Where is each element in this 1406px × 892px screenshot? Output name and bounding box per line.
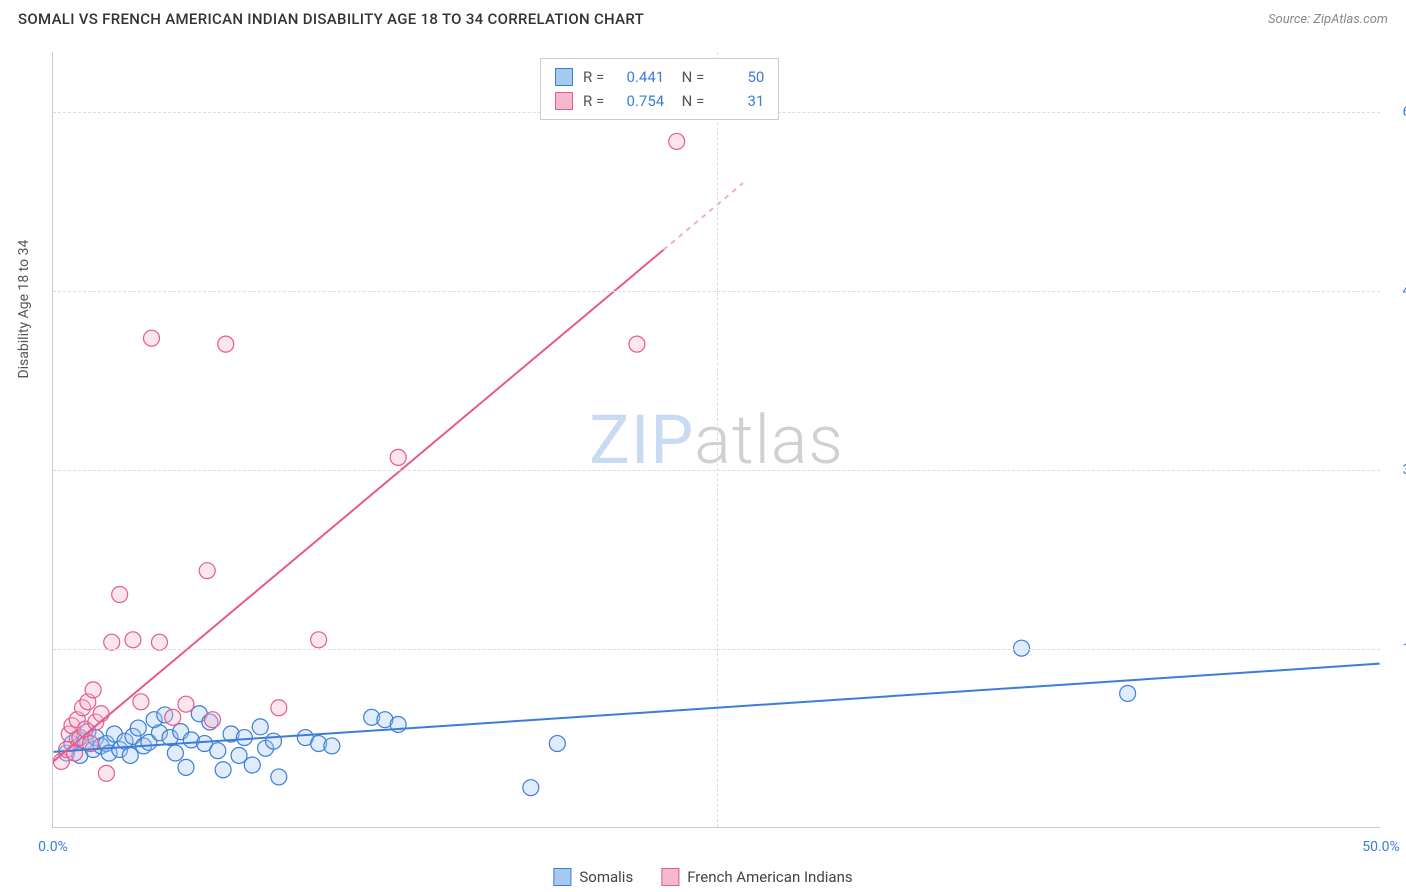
legend-item: French American Indians — [661, 868, 852, 886]
stat-n-value: 50 — [714, 65, 764, 89]
x-tick-label: 0.0% — [38, 839, 68, 855]
data-point — [112, 587, 128, 603]
title-bar: SOMALI VS FRENCH AMERICAN INDIAN DISABIL… — [18, 10, 1388, 28]
data-point — [252, 719, 268, 735]
data-point — [144, 330, 160, 346]
data-point — [271, 769, 287, 785]
chart-title: SOMALI VS FRENCH AMERICAN INDIAN DISABIL… — [18, 10, 644, 28]
data-point — [151, 634, 167, 650]
stat-r-value: 0.441 — [614, 65, 664, 89]
gridline-v — [717, 52, 718, 827]
data-point — [236, 730, 252, 746]
data-point — [669, 133, 685, 149]
legend-swatch — [553, 868, 571, 886]
source-label: Source: ZipAtlas.com — [1268, 12, 1388, 27]
plot-area: ZIPatlas 15.0%30.0%45.0%60.0%0.0%50.0% — [52, 52, 1380, 828]
data-point — [167, 745, 183, 761]
data-point — [1120, 685, 1136, 701]
data-point — [629, 336, 645, 352]
data-point — [311, 632, 327, 648]
data-point — [125, 632, 141, 648]
data-point — [244, 757, 260, 773]
series-swatch — [555, 92, 573, 110]
data-point — [104, 634, 120, 650]
data-point — [231, 747, 247, 763]
data-point — [215, 762, 231, 778]
chart-container: SOMALI VS FRENCH AMERICAN INDIAN DISABIL… — [0, 0, 1406, 892]
data-point — [98, 765, 114, 781]
y-tick-label: 15.0% — [1384, 641, 1406, 657]
data-point — [93, 706, 109, 722]
series-swatch — [555, 68, 573, 86]
data-point — [523, 780, 539, 796]
data-point — [205, 712, 221, 728]
data-point — [266, 733, 282, 749]
y-axis-title: Disability Age 18 to 34 — [16, 240, 32, 379]
stat-r-label: R = — [583, 65, 604, 89]
legend-label: French American Indians — [687, 868, 852, 886]
data-point — [85, 682, 101, 698]
stat-n-label: N = — [674, 89, 704, 113]
stat-n-value: 31 — [714, 89, 764, 113]
stat-r-label: R = — [583, 89, 604, 113]
data-point — [390, 449, 406, 465]
legend-label: Somalis — [579, 868, 633, 886]
x-tick-label: 50.0% — [1362, 839, 1400, 855]
trend-line — [53, 250, 663, 762]
stat-n-label: N = — [674, 65, 704, 89]
y-tick-label: 60.0% — [1384, 104, 1406, 120]
data-point — [122, 747, 138, 763]
data-point — [218, 336, 234, 352]
data-point — [549, 736, 565, 752]
stats-row: R = 0.441 N = 50 — [555, 65, 764, 89]
data-point — [210, 743, 226, 759]
data-point — [324, 738, 340, 754]
data-point — [178, 696, 194, 712]
trend-line-dashed — [663, 183, 743, 250]
data-point — [165, 709, 181, 725]
stats-row: R = 0.754 N = 31 — [555, 89, 764, 113]
legend-item: Somalis — [553, 868, 633, 886]
legend: Somalis French American Indians — [553, 868, 852, 886]
data-point — [178, 759, 194, 775]
y-tick-label: 45.0% — [1384, 283, 1406, 299]
stats-box: R = 0.441 N = 50 R = 0.754 N = 31 — [540, 58, 779, 120]
data-point — [199, 563, 215, 579]
y-tick-label: 30.0% — [1384, 462, 1406, 478]
data-point — [133, 694, 149, 710]
stat-r-value: 0.754 — [614, 89, 664, 113]
data-point — [130, 720, 146, 736]
legend-swatch — [661, 868, 679, 886]
data-point — [271, 700, 287, 716]
